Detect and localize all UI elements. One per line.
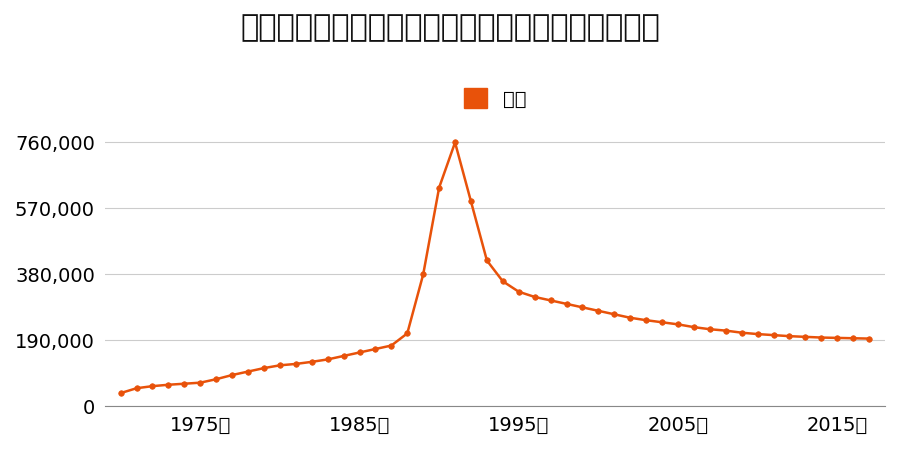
Legend: 価格: 価格: [456, 80, 534, 116]
Text: 兵庫県尼崎市東園田町４丁目１５３番６の地価推移: 兵庫県尼崎市東園田町４丁目１５３番６の地価推移: [240, 14, 660, 42]
